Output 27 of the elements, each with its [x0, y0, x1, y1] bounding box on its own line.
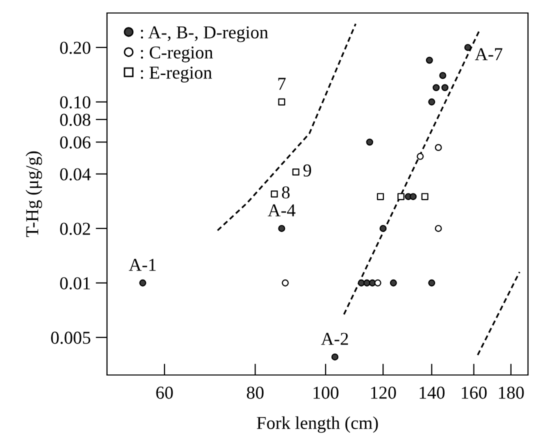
x-tick-label: 80	[246, 386, 264, 399]
y-tick-label: 0.08	[60, 114, 90, 126]
x-tick-label: 60	[156, 386, 173, 399]
y-tick-label: 0.02	[60, 222, 90, 235]
y-tick-label: 0.005	[51, 332, 90, 344]
annotation: 8	[282, 186, 290, 199]
y-axis-title: T-Hg (μg/g)	[26, 151, 42, 238]
legend-label: : E-region	[140, 66, 212, 82]
y-tick-label: 0.04	[60, 168, 91, 180]
y-tick-label: 0.01	[60, 277, 90, 290]
y-tick-label: 0.06	[60, 136, 90, 149]
y-tick-label: 0.20	[60, 42, 90, 54]
x-tick-label: 140	[420, 386, 445, 399]
x-tick-label: 180	[498, 386, 524, 399]
x-axis-title: Fork length (cm)	[256, 416, 378, 433]
annotation: A-2	[321, 332, 348, 345]
legend-label: : A-, B-, D-region	[140, 26, 268, 42]
annotation: A-4	[268, 204, 296, 216]
annotation: A-7	[474, 48, 502, 60]
annotation: 9	[303, 164, 312, 177]
x-tick-label: 100	[314, 386, 338, 399]
legend-label: : C-region	[140, 46, 213, 62]
x-tick-label: 120	[371, 386, 396, 399]
y-tick-label: 0.10	[60, 96, 90, 108]
x-tick-label: 160	[462, 386, 487, 399]
annotation: 7	[278, 78, 286, 90]
annotation: A-1	[128, 258, 156, 271]
